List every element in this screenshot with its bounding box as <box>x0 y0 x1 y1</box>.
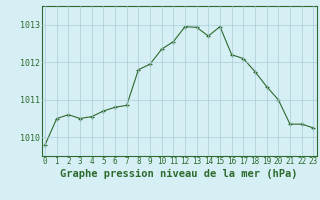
X-axis label: Graphe pression niveau de la mer (hPa): Graphe pression niveau de la mer (hPa) <box>60 169 298 179</box>
